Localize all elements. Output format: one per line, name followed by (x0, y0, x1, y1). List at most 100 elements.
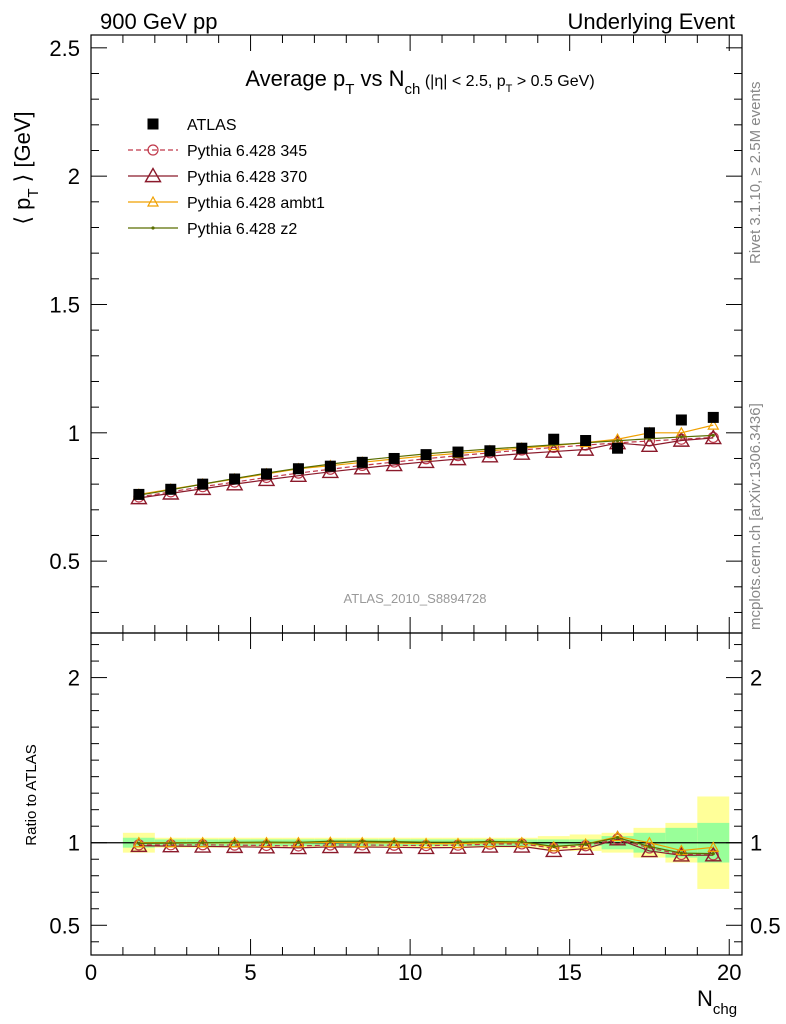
ratio-point-z2 (296, 840, 301, 844)
ratio-panel-frame (90, 632, 743, 956)
ratio-y-tick-label-right: 0.5 (750, 913, 781, 938)
data-point (675, 414, 687, 426)
ratio-point-p370 (353, 838, 371, 854)
y-axis-label: ⟨ pT ⟩ [GeV] (10, 111, 42, 224)
analysis-id: ATLAS_2010_S8894728 (344, 591, 487, 606)
data-point (292, 463, 304, 475)
ratio-point-p370 (225, 837, 244, 854)
point-z2 (615, 439, 620, 443)
data-point (197, 478, 209, 490)
ratio-point-ambt1 (707, 841, 720, 852)
y-tick-label: 2.5 (49, 36, 80, 61)
ratio-point-ambt1 (420, 837, 433, 849)
legend-label-z2: Pythia 6.428 z2 (187, 221, 297, 238)
ratio-point-z2 (615, 836, 620, 840)
ratio-point-p370 (417, 838, 435, 855)
ratio-point-ambt1 (356, 836, 369, 848)
legend-label-data: ATLAS (187, 117, 237, 134)
ratio-point-p370 (640, 842, 659, 858)
data-point (133, 488, 145, 500)
main-panel-series (130, 411, 722, 505)
data-point (612, 442, 624, 454)
y-tick-label: 0.5 (49, 549, 80, 574)
ratio-point-p345 (133, 839, 145, 851)
ratio-point-z2 (201, 841, 205, 845)
legend-marker-z2 (151, 226, 155, 230)
y-tick-label: 2 (68, 164, 80, 189)
x-axis-label: Nchg (697, 986, 737, 1018)
y-tick-label: 1.5 (49, 292, 80, 317)
ratio-point-z2 (711, 852, 715, 856)
point-p370 (576, 440, 595, 456)
ratio-point-ambt1 (483, 836, 496, 848)
rivet-version-text: Rivet 3.1.10, ≥ 2.5M events (747, 82, 764, 265)
ratio-point-z2 (647, 844, 652, 849)
legend-label-p370: Pythia 6.428 370 (187, 169, 307, 186)
ratio-point-z2 (584, 842, 588, 846)
legend-marker-data (147, 118, 159, 130)
mcplots-text: mcplots.cern.ch [arXiv:1306.3436] (747, 403, 764, 630)
ratio-point-p370 (704, 846, 722, 862)
ratio-y-tick-label: 2 (68, 666, 80, 691)
ratio-point-z2 (169, 841, 173, 845)
ratio-y-axis-label: Ratio to ATLAS (23, 744, 40, 845)
legend-marker-ambt1 (146, 195, 160, 207)
point-z2 (679, 435, 683, 439)
x-tick-label: 15 (557, 960, 581, 985)
data-point (452, 446, 464, 458)
data-point (261, 468, 273, 480)
point-ambt1 (707, 418, 720, 430)
header-left: 900 GeV pp (100, 9, 217, 34)
header-right: Underlying Event (567, 9, 735, 34)
point-p345 (707, 431, 719, 444)
legend-label-ambt1: Pythia 6.428 ambt1 (187, 195, 325, 212)
point-p370 (672, 431, 691, 447)
data-point (548, 433, 560, 445)
ratio-y-tick-label: 1 (68, 831, 80, 856)
point-p370 (545, 442, 563, 458)
data-point (643, 427, 655, 439)
ratio-point-ambt1 (132, 836, 145, 848)
ratio-point-z2 (520, 840, 524, 844)
x-tick-label: 10 (398, 960, 422, 985)
ratio-point-z2 (328, 839, 332, 843)
ratio-point-p370 (449, 838, 467, 854)
legend-marker-p345 (147, 144, 159, 156)
data-point (707, 411, 719, 423)
data-point (324, 460, 336, 472)
data-point (356, 456, 368, 468)
ratio-panel-axes: 0 5 10 15 20 0.5 0.5 1 1 2 2 (49, 633, 781, 985)
data-point (420, 449, 432, 461)
ratio-y-tick-label: 0.5 (49, 913, 80, 938)
ratio-point-z2 (424, 840, 428, 844)
data-point (388, 452, 400, 464)
ratio-point-z2 (233, 840, 237, 844)
ratio-point-z2 (456, 840, 460, 844)
ratio-point-ambt1 (388, 836, 401, 848)
point-p370 (289, 466, 308, 482)
data-point (229, 473, 241, 485)
data-point (484, 445, 496, 457)
ratio-point-z2 (679, 851, 683, 855)
x-tick-label: 20 (717, 960, 741, 985)
x-tick-label: 0 (85, 960, 97, 985)
legend: ATLAS Pythia 6.428 345 Pythia 6.428 370 Pyt… (128, 117, 325, 238)
point-p370 (640, 436, 659, 452)
chart-title: Average pT vs Nch (|η| < 2.5, pT > 0.5 G… (245, 66, 594, 98)
data-point (516, 442, 528, 454)
point-p370 (449, 450, 467, 466)
legend-marker-p370 (144, 167, 162, 183)
ratio-point-ambt1 (451, 837, 465, 849)
ratio-y-tick-label-right: 1 (750, 831, 762, 856)
point-p370 (704, 429, 722, 445)
data-point (580, 435, 592, 447)
ratio-point-z2 (392, 840, 396, 844)
point-z2 (711, 433, 715, 437)
ratio-point-z2 (264, 840, 269, 844)
ratio-point-ambt1 (611, 830, 624, 842)
ratio-panel-series (130, 830, 722, 862)
y-tick-label: 1 (68, 421, 80, 446)
ratio-point-p370 (385, 838, 403, 854)
x-tick-label: 5 (244, 960, 256, 985)
